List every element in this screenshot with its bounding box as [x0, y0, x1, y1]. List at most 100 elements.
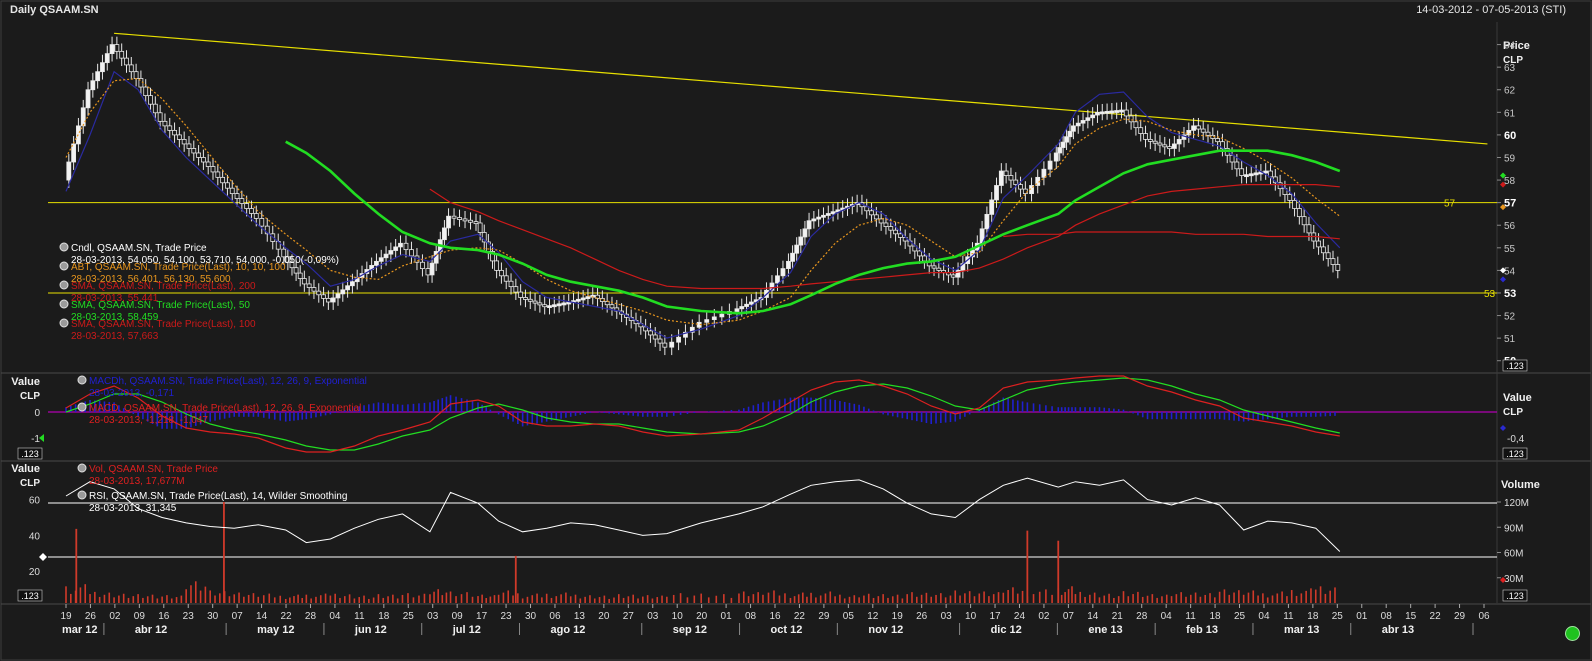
candle-body — [561, 302, 567, 306]
x-month-label: nov 12 — [868, 624, 903, 636]
candle-body — [229, 187, 235, 195]
candle-body — [1080, 120, 1086, 124]
rsi-scale-button-label: .123 — [21, 591, 39, 601]
candle-body — [104, 53, 110, 64]
trendline — [114, 32, 1488, 145]
x-day-label: 03 — [427, 611, 439, 622]
x-day-label: 23 — [501, 611, 513, 622]
volume-tick-label: 30M — [1504, 574, 1523, 585]
candle-body — [869, 210, 874, 216]
macd-right-scale-button[interactable] — [1502, 447, 1528, 460]
legend-series-values: 28-03-2013, 54,050, 54,100, 53,710, 54,0… — [71, 255, 339, 266]
candle-body — [205, 161, 211, 167]
legend-circle-icon[interactable] — [59, 280, 69, 290]
candle-body — [109, 44, 115, 55]
candle-body — [1085, 117, 1091, 121]
candle-body — [1128, 115, 1134, 123]
last-value-marker — [1500, 172, 1506, 179]
candle-body — [1325, 252, 1331, 260]
rsi-tick-label: 60 — [29, 496, 41, 507]
legend-circle-icon[interactable] — [59, 318, 69, 328]
rsi-scale-button[interactable] — [17, 589, 43, 602]
candle-body — [340, 289, 346, 295]
x-day-label: 03 — [647, 611, 659, 622]
macd-scale-button-label: .123 — [21, 449, 39, 459]
candle-body — [1292, 199, 1297, 209]
candle-body — [1138, 127, 1144, 134]
candle-body — [508, 280, 514, 288]
candle-body — [1157, 142, 1163, 146]
x-day-label: 26 — [85, 611, 97, 622]
candle-body — [477, 222, 483, 233]
x-day-label: 25 — [403, 611, 415, 622]
candle-body — [1047, 160, 1053, 170]
x-day-label: 28 — [305, 611, 317, 622]
candle-body — [316, 290, 322, 296]
x-day-label: 24 — [1014, 611, 1026, 622]
candle-body — [1287, 194, 1293, 201]
candle-body — [186, 143, 192, 149]
candle-body — [575, 298, 581, 302]
x-day-label: 01 — [1356, 611, 1368, 622]
price-tick-label: 60 — [1504, 130, 1516, 142]
x-day-label: 29 — [1454, 611, 1466, 622]
candle-body — [119, 50, 125, 59]
legend-series-name: SMA, QSAAM.SN, Trade Price(Last), 100 — [71, 319, 256, 330]
rsi-axis-unit: CLP — [20, 478, 40, 489]
rsi-tick-label: 20 — [29, 567, 41, 578]
candle-body — [383, 253, 389, 259]
candle-body — [350, 281, 355, 287]
candle-body — [1176, 139, 1182, 145]
legend-series-values: 28-03-2013, -0,171 — [89, 388, 175, 399]
macd-right-title: Value — [1503, 392, 1532, 404]
legend-circle-icon[interactable] — [77, 402, 87, 412]
volume-scale-button[interactable] — [1502, 589, 1528, 602]
legend-circle-icon[interactable] — [59, 242, 69, 252]
candle-body — [922, 255, 927, 262]
candle-body — [739, 306, 745, 310]
macd-tick-label: 0 — [34, 408, 40, 419]
x-day-label: 10 — [965, 611, 977, 622]
macd-axis-title: Value — [11, 376, 40, 388]
macd-scale-button[interactable] — [17, 447, 43, 460]
candle-body — [873, 214, 879, 220]
x-day-label: 06 — [549, 611, 561, 622]
legend-circle-icon[interactable] — [59, 261, 69, 271]
legend-circle-icon[interactable] — [77, 490, 87, 500]
legend-circle-icon[interactable] — [59, 299, 69, 309]
x-day-label: 01 — [721, 611, 733, 622]
candle-body — [253, 213, 259, 219]
candle-body — [821, 214, 826, 218]
candle-body — [1239, 168, 1245, 176]
x-month-label: feb 13 — [1186, 624, 1218, 636]
legend-series-values: 28-03-2013, 58,459 — [71, 312, 159, 323]
candle-body — [1095, 111, 1100, 116]
candle-body — [1143, 133, 1148, 140]
x-day-label: 22 — [794, 611, 806, 622]
candle-body — [595, 294, 600, 299]
x-month-label: dic 12 — [991, 624, 1022, 636]
price-tick-label: 57 — [1504, 198, 1516, 210]
legend-circle-icon[interactable] — [77, 463, 87, 473]
candle-body — [481, 232, 487, 243]
candle-body — [1067, 130, 1073, 138]
price-scale-button[interactable] — [1502, 359, 1528, 372]
x-day-label: 08 — [745, 611, 757, 622]
candle-body — [1215, 138, 1221, 143]
candle-body — [806, 220, 812, 230]
candle-body — [936, 267, 942, 271]
candle-body — [609, 304, 615, 309]
candle-body — [1041, 168, 1047, 178]
candle-body — [1200, 128, 1206, 133]
candle-body — [1123, 109, 1129, 117]
x-day-label: 16 — [769, 611, 781, 622]
sma20-line — [65, 70, 1341, 339]
candle-body — [191, 148, 197, 154]
candle-body — [403, 242, 409, 251]
candle-body — [513, 286, 519, 293]
legend-circle-icon[interactable] — [77, 375, 87, 385]
price-tick-label: 52 — [1504, 312, 1516, 323]
x-day-label: 04 — [1258, 611, 1270, 622]
candle-body — [225, 182, 230, 189]
